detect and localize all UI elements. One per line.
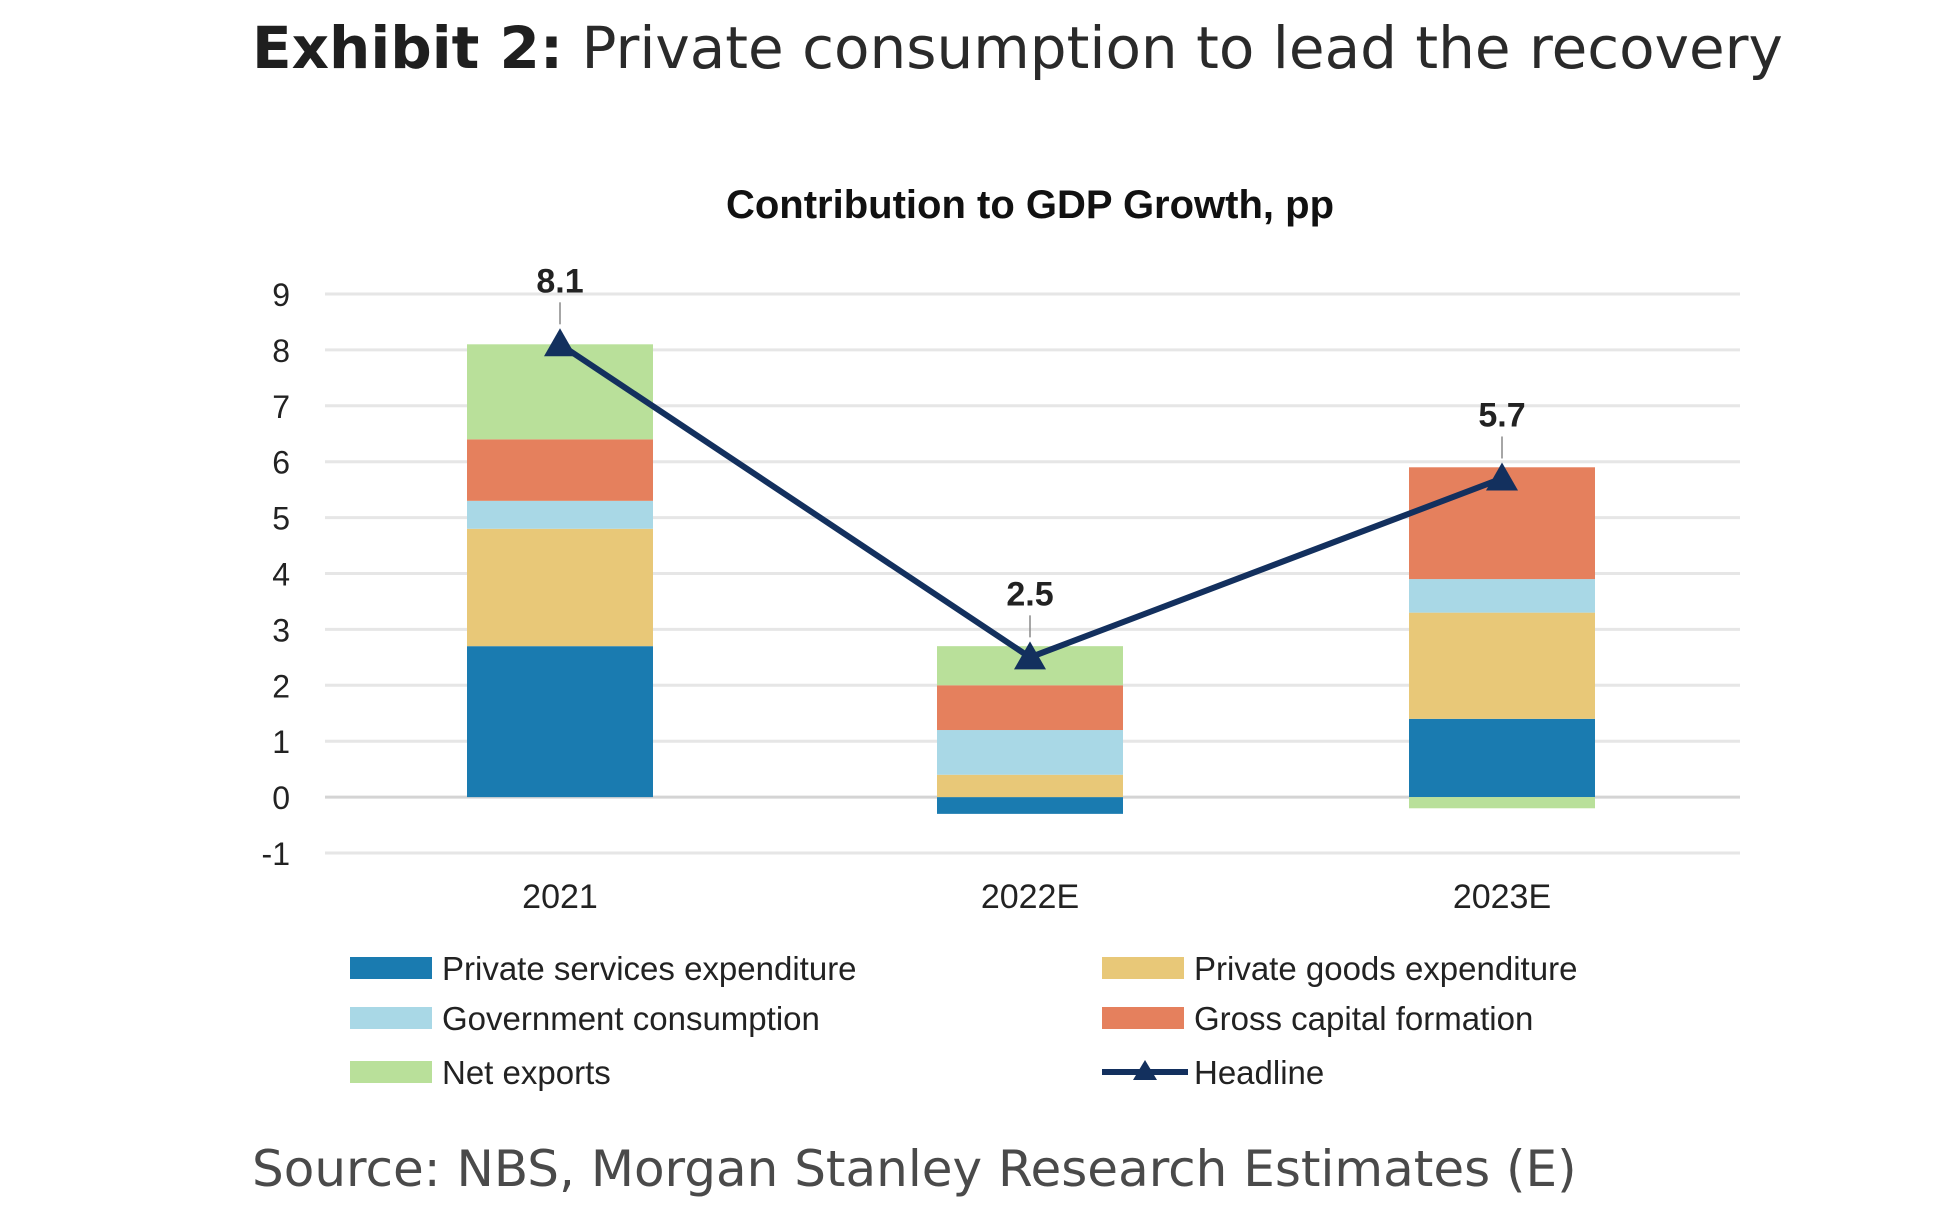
bar-segment [937,730,1123,775]
legend-label: Private services expenditure [442,950,857,987]
bar-segment [467,500,653,529]
y-tick-label: 1 [272,724,290,760]
y-tick-label: -1 [262,836,290,872]
bar-segment [1409,797,1595,809]
legend-label: Net exports [442,1054,611,1091]
bar-segment [1409,579,1595,613]
y-tick-label: 6 [272,445,290,481]
bar-segment [467,439,653,501]
headline-data-label: 2.5 [1006,575,1053,613]
headline-data-label: 5.7 [1478,396,1525,434]
legend-label: Gross capital formation [1194,1000,1533,1037]
legend-label: Government consumption [442,1000,820,1037]
bar-segment [1409,718,1595,798]
legend-label: Private goods expenditure [1194,950,1577,987]
legend-swatch [1102,957,1184,979]
exhibit-headline: Private consumption to lead the recovery [581,14,1783,82]
x-tick-label: 2022E [981,878,1079,916]
y-tick-label: 9 [272,277,290,313]
x-axis: 2021 2022E 2023E [522,878,1551,916]
y-tick-label: 3 [272,612,290,648]
legend-swatch [350,1007,432,1029]
headline-marker [1014,641,1046,670]
bar-segment [1409,612,1595,719]
headline-marker [1486,462,1518,491]
bar-segment [467,344,653,440]
y-tick-label: 2 [272,668,290,704]
bar-segment [467,646,653,798]
bar-segment [937,685,1123,731]
bars [467,344,1595,814]
bar-segment [937,774,1123,798]
x-tick-label: 2021 [522,878,598,916]
legend: Private services expenditure Private good… [350,950,1577,1091]
y-tick-label: 7 [272,389,290,425]
headline-line: 8.1 2.5 5.7 [536,262,1526,670]
chart-title: Contribution to GDP Growth, pp [726,183,1334,227]
headline-data-label: 8.1 [536,262,583,300]
headline-marker [544,328,576,357]
exhibit-title: Exhibit 2: Private consumption to lead t… [252,14,1783,82]
y-tick-label: 4 [272,557,290,593]
y-axis: -1 0 1 2 3 4 5 6 7 8 9 [262,277,290,872]
y-tick-label: 8 [272,333,290,369]
bar-segment [467,528,653,647]
legend-marker [1133,1060,1157,1080]
legend-label: Headline [1194,1054,1324,1091]
legend-swatch [350,957,432,979]
legend-swatch [1102,1007,1184,1029]
legend-swatch [350,1061,432,1083]
source-note: Source: NBS, Morgan Stanley Research Est… [252,1140,1577,1198]
exhibit-label: Exhibit 2: [252,14,564,82]
y-tick-label: 5 [272,501,290,537]
y-tick-label: 0 [272,780,290,816]
x-tick-label: 2023E [1453,878,1551,916]
bar-segment [937,797,1123,814]
